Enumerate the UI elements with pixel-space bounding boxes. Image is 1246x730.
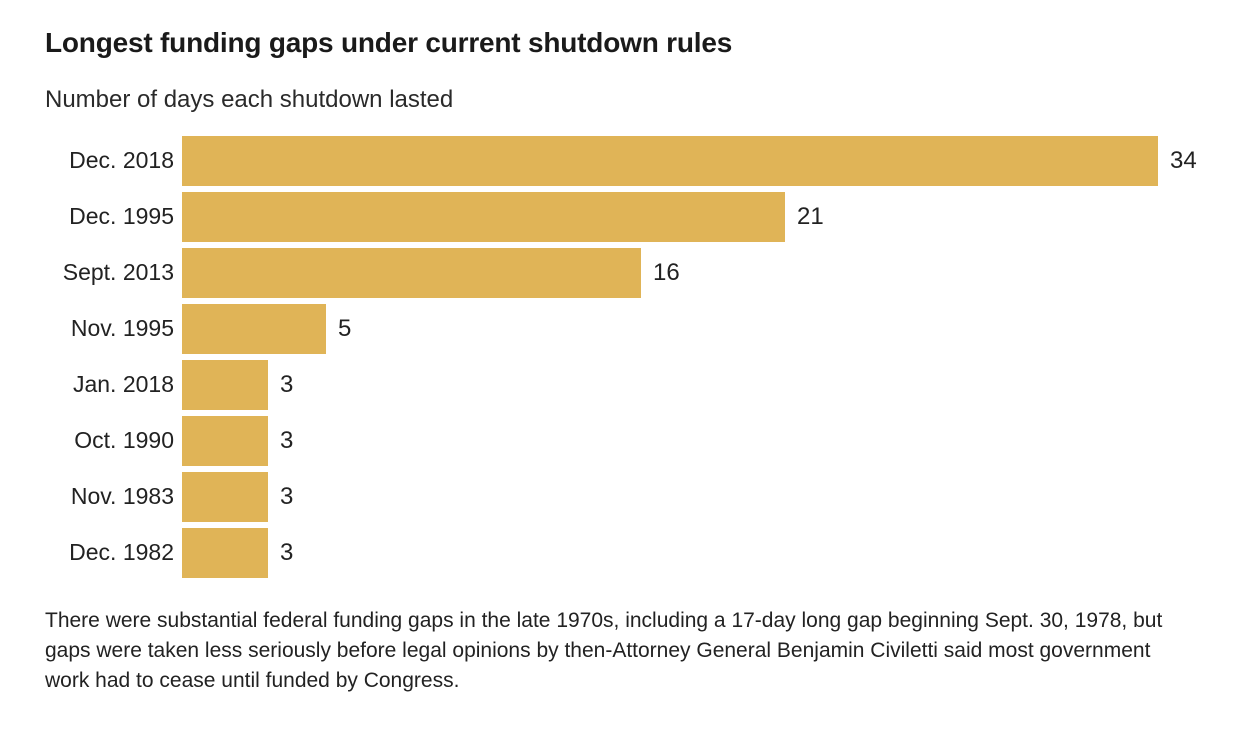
chart-subtitle: Number of days each shutdown lasted bbox=[45, 86, 454, 114]
chart-row: Dec. 2018 34 bbox=[45, 135, 1201, 186]
chart-row: Jan. 2018 3 bbox=[45, 359, 1201, 410]
category-label: Dec. 1982 bbox=[69, 539, 174, 566]
chart-row: Oct. 1990 3 bbox=[45, 415, 1201, 466]
value-label: 21 bbox=[797, 202, 824, 230]
bar bbox=[182, 135, 1158, 186]
bar bbox=[182, 415, 268, 466]
bar bbox=[182, 247, 641, 298]
category-label: Sept. 2013 bbox=[62, 259, 174, 286]
bar bbox=[182, 191, 785, 242]
category-label: Nov. 1995 bbox=[70, 315, 174, 342]
bar bbox=[182, 359, 268, 410]
category-label: Jan. 2018 bbox=[72, 371, 174, 398]
value-label: 3 bbox=[280, 482, 294, 510]
chart-title: Longest funding gaps under current shutd… bbox=[45, 27, 733, 58]
footnote: There were substantial federal funding g… bbox=[45, 608, 1163, 692]
bar bbox=[182, 471, 268, 522]
chart-row: Nov. 1995 5 bbox=[45, 303, 1201, 354]
bar-chart: Dec. 2018 34 Dec. 1995 21 Sept. 2013 16 Nov. 1… bbox=[45, 135, 1201, 578]
category-label: Nov. 1983 bbox=[70, 483, 174, 510]
chart-row: Dec. 1982 3 bbox=[45, 527, 1201, 578]
value-label: 3 bbox=[280, 370, 294, 398]
category-label: Dec. 1995 bbox=[69, 203, 174, 230]
value-label: 5 bbox=[338, 314, 352, 342]
value-label: 34 bbox=[1170, 146, 1197, 174]
category-label: Oct. 1990 bbox=[74, 427, 174, 454]
category-label: Dec. 2018 bbox=[69, 147, 174, 174]
chart-row: Nov. 1983 3 bbox=[45, 471, 1201, 522]
bar bbox=[182, 527, 268, 578]
chart-row: Sept. 2013 16 bbox=[45, 247, 1201, 298]
value-label: 16 bbox=[653, 258, 680, 286]
bar bbox=[182, 303, 326, 354]
value-label: 3 bbox=[280, 538, 294, 566]
value-label: 3 bbox=[280, 426, 294, 454]
chart-row: Dec. 1995 21 bbox=[45, 191, 1201, 242]
